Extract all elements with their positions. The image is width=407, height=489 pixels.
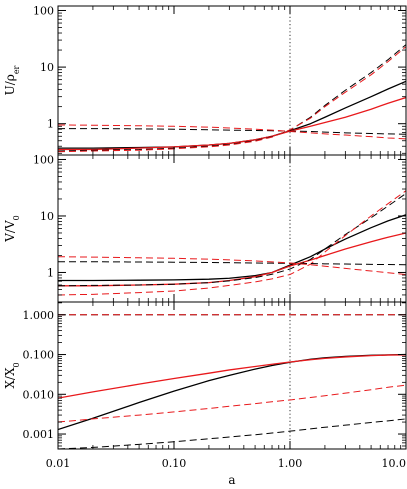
y-tick-label: 10 (40, 210, 54, 223)
series-line-black-dashed-3 (58, 193, 406, 287)
x-tick-label: 0.01 (46, 457, 71, 470)
panel-frame (57, 301, 407, 450)
panel-3: 0.001 0.010 0.100 1.000 X/X0 (3, 301, 407, 450)
series-group (58, 314, 406, 449)
series-line-black-dashed-5 (58, 128, 406, 135)
y-tick-label: 0.001 (23, 428, 55, 441)
series-line-red-solid-2 (58, 354, 406, 399)
series-line-black-dashed-5 (58, 261, 406, 266)
y-axis-label: X/X0 (3, 362, 21, 388)
series-group (58, 190, 406, 296)
x-tick-label: 10.0 (382, 457, 407, 470)
y-tick-label: 10 (40, 61, 54, 74)
series-line-red-dashed-4 (58, 46, 406, 153)
y-tick-label: 0.010 (23, 388, 55, 401)
y-axis-label: U/ρer (3, 65, 21, 95)
series-line-red-dashed-4 (58, 190, 406, 296)
y-axis-label-sub: 0 (12, 362, 21, 367)
x-tick-label: 0.10 (162, 457, 187, 470)
y-tick-label: 1 (47, 266, 54, 279)
y-axis-label-sub: 0 (12, 215, 21, 220)
y-axis-label-sub: er (12, 65, 21, 74)
series-line-black-dashed-6 (58, 418, 406, 449)
x-tick-label: 1.00 (278, 457, 303, 470)
y-tick-label: 100 (33, 4, 54, 17)
series-line-black-solid-1 (58, 214, 406, 282)
y-tick-label: 100 (33, 153, 54, 166)
series-line-red-dashed-6 (58, 256, 406, 276)
x-axis-label: a (228, 473, 235, 487)
y-tick-label: 0.100 (23, 349, 55, 362)
y-axis-label-main: V/V (3, 220, 17, 243)
series-line-black-dashed-3 (58, 44, 406, 152)
panel-frame (57, 5, 407, 156)
series-line-red-dashed-5 (58, 384, 406, 423)
panels-layer: 110100U/ρer110100V/V00.0010.0100.1001.00… (3, 4, 407, 470)
panel-1: 1 10 100 U/ρer (3, 4, 407, 156)
y-axis-label: V/V0 (3, 215, 21, 242)
series-line-red-dashed-6 (58, 124, 406, 140)
y-axis-label-main: U/ρ (3, 74, 17, 95)
series-line-red-solid-2 (58, 96, 406, 151)
y-tick-label: 1.000 (23, 309, 55, 322)
y-axis-label-main: X/X (3, 367, 17, 389)
panel-2: 1 10 100 V/V0 (3, 153, 407, 303)
series-group (58, 44, 406, 153)
y-tick-label: 1 (47, 118, 54, 131)
